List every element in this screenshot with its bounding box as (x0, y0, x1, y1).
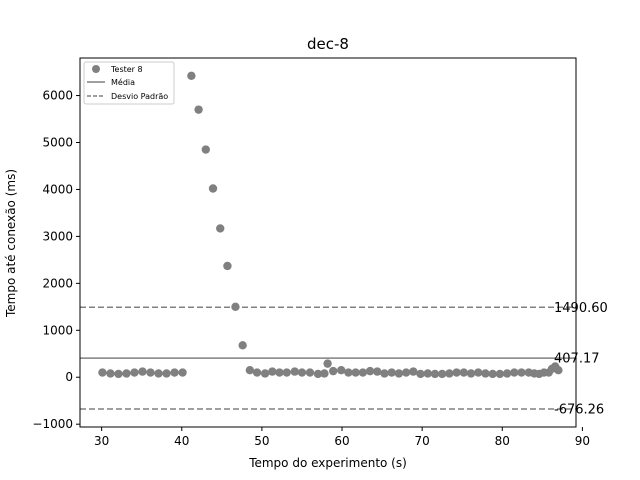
data-point (416, 369, 425, 379)
data-point (238, 341, 247, 350)
data-point (154, 369, 163, 378)
data-point (502, 369, 512, 378)
data-point (231, 302, 240, 312)
data-point (358, 368, 368, 377)
data-point (452, 368, 461, 377)
data-point (260, 369, 270, 378)
data-point (481, 369, 490, 378)
y-tick-label: 2000 (42, 276, 73, 290)
x-tick-label: 80 (495, 434, 510, 448)
y-tick-label: 4000 (42, 182, 73, 196)
data-point (351, 368, 360, 377)
data-point (162, 369, 171, 378)
plot-frame (79, 57, 577, 428)
data-point (495, 369, 505, 379)
data-point (130, 368, 139, 377)
y-tick-label: 0 (65, 370, 73, 384)
data-point (187, 71, 196, 81)
y-tick-label: −1000 (32, 417, 73, 431)
data-point (365, 366, 375, 376)
data-point (320, 369, 329, 378)
x-tick-label: 60 (334, 434, 349, 448)
data-point (380, 369, 389, 378)
data-point (223, 261, 232, 271)
data-point (387, 368, 396, 377)
data-point (423, 369, 432, 378)
data-point (409, 367, 418, 376)
legend-label: Desvio Padrão (111, 92, 168, 101)
data-point (106, 369, 115, 378)
data-point (178, 368, 187, 377)
x-tick-label: 50 (254, 434, 269, 448)
data-point (313, 369, 323, 379)
data-point (459, 368, 469, 377)
data-point (98, 368, 107, 377)
data-point (290, 367, 299, 376)
data-point (445, 369, 454, 378)
data-point (373, 367, 382, 376)
data-point (146, 368, 155, 377)
data-point (282, 368, 291, 377)
x-tick-label: 30 (94, 434, 109, 448)
x-tick-label: 70 (415, 434, 430, 448)
data-point (297, 368, 307, 377)
data-point (245, 365, 255, 375)
legend-marker-points (92, 65, 100, 73)
data-point (252, 368, 262, 377)
data-point (466, 369, 476, 378)
x-axis-label: Tempo do experimento (s) (248, 456, 407, 470)
data-point (201, 145, 211, 154)
data-point (554, 365, 563, 375)
data-point (114, 369, 123, 379)
x-axis: 30 40 50 60 70 80 90 (94, 427, 590, 448)
x-tick-label: 90 (575, 434, 590, 448)
data-point (275, 368, 284, 377)
data-point (216, 224, 225, 233)
data-point (194, 105, 203, 114)
data-point (268, 367, 277, 376)
chart-title: dec-8 (307, 35, 349, 53)
data-point (430, 369, 440, 379)
data-point (437, 369, 447, 379)
data-point (344, 368, 353, 377)
data-point (138, 367, 147, 376)
y-axis-label: Tempo até conexão (ms) (4, 169, 18, 318)
x-tick-label: 40 (174, 434, 189, 448)
y-tick-label: 1000 (42, 323, 73, 337)
data-point (488, 369, 497, 379)
data-point (394, 369, 404, 378)
y-tick-label: 6000 (42, 89, 73, 103)
legend-box (83, 61, 175, 105)
legend-label: Média (111, 77, 135, 87)
y-tick-label: 5000 (42, 136, 73, 150)
legend: Tester 8 Média Desvio Padrão (83, 61, 175, 105)
data-point (401, 368, 411, 377)
data-point (517, 368, 526, 377)
data-point (208, 184, 218, 193)
value-annotation: 407.17 (554, 352, 600, 367)
data-point (337, 365, 346, 375)
value-annotation: -676.26 (554, 402, 604, 417)
y-tick-label: 3000 (42, 229, 73, 243)
data-point (305, 368, 315, 377)
data-point (474, 368, 483, 377)
data-point (323, 359, 332, 368)
data-point (510, 368, 519, 377)
legend-label: Tester 8 (110, 65, 143, 74)
value-annotation: 1490.60 (554, 301, 608, 316)
data-point (170, 368, 179, 377)
y-axis: −1000 0 1000 2000 3000 4000 5000 6000 (32, 89, 80, 431)
data-point (122, 369, 131, 378)
data-point (329, 366, 338, 376)
